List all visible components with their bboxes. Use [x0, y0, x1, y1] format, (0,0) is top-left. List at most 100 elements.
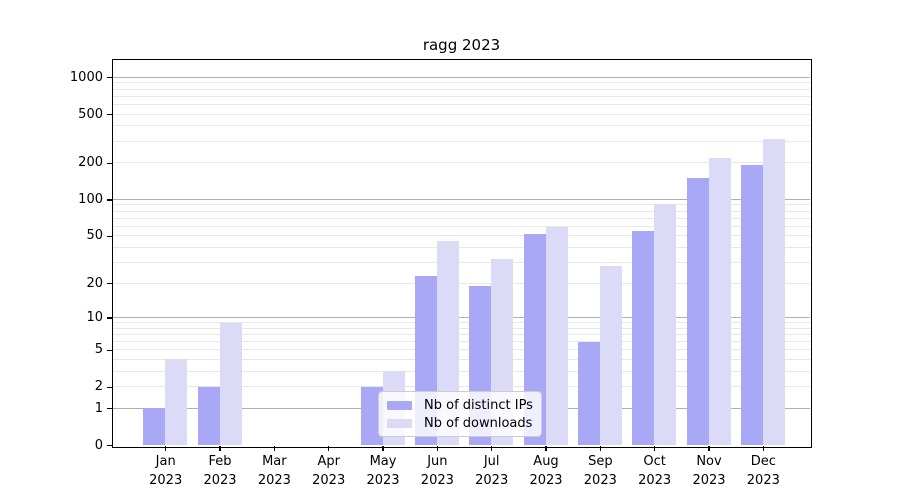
- y-tick-label: 2: [94, 379, 103, 395]
- legend-label-distinct-ips: Nb of distinct IPs: [424, 397, 533, 413]
- x-tick-label: Apr 2023: [299, 452, 359, 490]
- x-tick-year: 2023: [746, 473, 780, 488]
- gridline-minor: [112, 210, 810, 212]
- gridline-minor: [112, 386, 810, 388]
- x-tick-year: 2023: [312, 473, 346, 488]
- x-tick-mark: [491, 446, 493, 451]
- y-tick-label: 500: [78, 106, 103, 122]
- x-tick-month: Oct: [643, 454, 666, 469]
- x-tick-mark: [436, 446, 438, 451]
- legend-swatch-distinct-ips-icon: [387, 400, 412, 410]
- legend-item-distinct-ips: Nb of distinct IPs: [387, 397, 533, 413]
- x-tick-label: Jul 2023: [462, 452, 522, 490]
- x-tick-mark: [545, 446, 547, 451]
- bar-distinct-ips: [143, 408, 166, 446]
- x-tick-year: 2023: [257, 473, 291, 488]
- y-tick-mark: [107, 317, 112, 319]
- x-tick-month: May: [369, 454, 397, 469]
- bar-downloads: [762, 139, 785, 446]
- bar-downloads: [654, 203, 677, 446]
- gridline-minor: [112, 261, 810, 263]
- y-tick-mark: [107, 113, 112, 116]
- x-tick-month: Aug: [533, 454, 559, 469]
- legend-item-downloads: Nb of downloads: [387, 415, 533, 431]
- gridline-major: [112, 316, 810, 318]
- gridline-minor: [112, 88, 810, 90]
- x-tick-month: Jan: [155, 454, 176, 469]
- x-tick-mark: [599, 446, 601, 451]
- plot-area: [111, 58, 812, 448]
- y-tick-label: 1: [94, 400, 103, 416]
- y-tick-label: 50: [86, 228, 103, 244]
- x-tick-year: 2023: [420, 473, 454, 488]
- gridline-minor: [112, 217, 810, 219]
- bar-downloads: [708, 157, 731, 446]
- gridline-minor: [112, 322, 810, 324]
- x-tick-year: 2023: [475, 473, 509, 488]
- bar-distinct-ips: [577, 341, 600, 446]
- y-tick-mark: [107, 199, 112, 201]
- y-tick-label: 0: [94, 437, 103, 453]
- x-tick-year: 2023: [366, 473, 400, 488]
- gridline-minor: [112, 282, 810, 284]
- chart-title: ragg 2023: [422, 36, 501, 54]
- x-tick-mark: [382, 446, 384, 451]
- x-tick-label: Nov 2023: [679, 452, 739, 490]
- bar-distinct-ips: [686, 177, 709, 446]
- bar-downloads: [599, 265, 622, 446]
- x-tick-year: 2023: [203, 473, 237, 488]
- y-tick-mark: [107, 386, 112, 388]
- x-tick-label: Jan 2023: [136, 452, 196, 490]
- x-tick-year: 2023: [529, 473, 563, 488]
- y-tick-label: 20: [86, 275, 103, 291]
- gridline-minor: [112, 358, 810, 360]
- gridline-minor: [112, 370, 810, 372]
- gridline-minor: [112, 333, 810, 335]
- bar-downloads: [545, 227, 568, 446]
- gridline-minor: [112, 113, 810, 115]
- x-tick-mark: [762, 446, 764, 451]
- gridline-minor: [112, 204, 810, 206]
- y-tick-label: 10: [86, 309, 103, 325]
- gridline-minor: [112, 82, 810, 84]
- gridline-minor: [112, 140, 810, 142]
- x-tick-month: Jul: [483, 454, 500, 469]
- y-tick-mark: [107, 162, 112, 164]
- y-tick-mark: [107, 77, 112, 79]
- x-tick-year: 2023: [583, 473, 617, 488]
- y-tick-label: 5: [94, 342, 103, 358]
- x-tick-mark: [654, 446, 656, 451]
- x-tick-month: Dec: [750, 454, 776, 469]
- gridline-minor: [112, 103, 810, 105]
- gridline-minor: [112, 125, 810, 127]
- y-tick-mark: [107, 282, 112, 285]
- x-tick-label: Sep 2023: [570, 452, 630, 490]
- gridline-minor: [112, 341, 810, 343]
- x-tick-month: Sep: [588, 454, 613, 469]
- y-tick-label: 100: [78, 191, 103, 207]
- x-tick-label: Dec 2023: [733, 452, 793, 490]
- x-tick-label: Mar 2023: [244, 452, 304, 490]
- bar-distinct-ips: [197, 386, 220, 446]
- x-tick-mark: [165, 446, 167, 451]
- y-tick-mark: [107, 235, 112, 237]
- bar-downloads: [165, 359, 188, 446]
- x-tick-mark: [219, 446, 221, 451]
- y-tick-label: 200: [78, 155, 103, 171]
- gridline-minor: [112, 246, 810, 248]
- bar-distinct-ips: [740, 165, 763, 446]
- x-tick-year: 2023: [638, 473, 672, 488]
- gridline-minor: [112, 95, 810, 97]
- gridline-major: [112, 198, 810, 200]
- y-tick-mark: [107, 445, 112, 447]
- x-tick-month: Feb: [208, 454, 232, 469]
- x-tick-year: 2023: [149, 473, 183, 488]
- gridline-minor: [112, 327, 810, 329]
- legend-label-downloads: Nb of downloads: [424, 415, 533, 431]
- legend-swatch-downloads-icon: [387, 418, 412, 428]
- x-tick-label: May 2023: [353, 452, 413, 490]
- x-tick-label: Feb 2023: [190, 452, 250, 490]
- y-tick-label: 1000: [69, 69, 103, 85]
- x-tick-month: Apr: [317, 454, 340, 469]
- y-tick-mark: [107, 349, 112, 351]
